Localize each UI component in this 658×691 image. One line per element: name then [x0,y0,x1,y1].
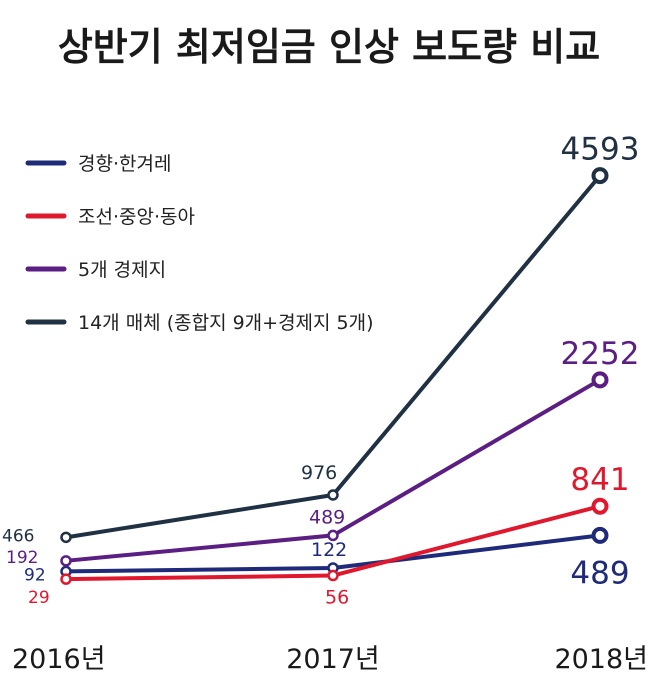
data-point [60,555,72,567]
legend-label: 5개 경제지 [78,259,166,281]
data-label: 56 [325,587,349,609]
data-label: 489 [309,506,345,528]
series-조선-중앙-동아: 29 56 841 [28,462,630,608]
x-tick-label: 2016년 [12,644,106,675]
data-point [60,531,72,544]
x-tick-label: 2017년 [286,644,380,675]
series-14개-매체-종합지-9개-경제지-5개: 466 976 4593 [2,132,639,547]
series-lines: 92 122 489 29 56 841 192 489 2252 466 976 4593 [2,132,639,609]
data-point [327,569,339,582]
data-point [327,529,339,542]
data-label: 2252 [561,336,640,372]
data-point [591,167,609,185]
x-tick-label: 2018년 [554,644,648,675]
data-label: 976 [301,462,337,484]
legend-item-5개-경제지: 5개 경제지 [25,259,166,281]
chart-title: 상반기 최저임금 인상 보도량 비교 [58,25,600,69]
legend-label: 경향·한겨레 [78,153,171,175]
legend-item-14개-매체-종합지-9개-경제지-5개: 14개 매체 (종합지 9개+경제지 5개) [25,312,374,334]
data-label: 29 [28,588,50,608]
series-경향-한겨레: 92 122 489 [24,526,630,591]
legend-label: 조선·중앙·동아 [78,206,195,228]
data-point [591,497,609,515]
data-point [591,371,609,389]
data-point [327,489,339,501]
x-axis-ticks: 2016년 2017년 2018년 [12,644,648,675]
data-label: 841 [570,462,629,498]
series-5개-경제지: 192 489 2252 [6,336,639,568]
data-label: 192 [6,548,38,568]
data-label: 4593 [561,132,640,168]
data-point [591,526,609,544]
legend-label: 14개 매체 (종합지 9개+경제지 5개) [78,312,374,334]
legend-item-조선-중앙-동아: 조선·중앙·동아 [25,206,195,228]
data-label: 489 [570,555,629,591]
data-label: 92 [24,565,46,585]
data-label: 466 [2,526,34,546]
legend-item-경향-한겨레: 경향·한겨레 [25,153,171,175]
data-label: 122 [311,539,347,561]
data-point [60,573,72,585]
